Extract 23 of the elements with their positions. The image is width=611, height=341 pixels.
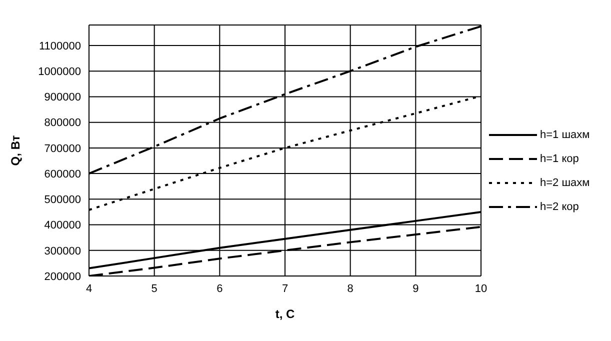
y-axis-title: Q, Вт (8, 135, 22, 166)
x-tick-label: 5 (151, 282, 158, 295)
x-tick-label: 6 (216, 282, 223, 295)
x-tick-label: 7 (282, 282, 288, 295)
x-tick-label: 8 (347, 282, 354, 295)
x-tick-label: 9 (412, 282, 419, 295)
legend-label: h=2 кор (540, 200, 579, 212)
y-tick-label: 800000 (44, 117, 81, 130)
y-tick-label: 900000 (44, 92, 81, 104)
y-tick-label: 400000 (44, 220, 81, 232)
y-tick-label: 1100000 (38, 40, 81, 52)
y-tick-label: 300000 (44, 245, 81, 258)
y-tick-label: 200000 (44, 270, 81, 283)
x-axis-title: t, C (275, 307, 295, 321)
x-tick-label: 10 (474, 282, 488, 295)
y-tick-label: 700000 (44, 142, 81, 155)
legend-label: h=2 шахм (540, 176, 590, 188)
y-tick-label: 1000000 (38, 66, 81, 78)
legend-label: h=1 шахм (540, 128, 590, 140)
y-tick-label: 600000 (44, 168, 81, 180)
legend-label: h=1 кор (540, 152, 579, 164)
y-tick-label: 500000 (44, 194, 81, 206)
x-tick-label: 4 (86, 282, 92, 295)
